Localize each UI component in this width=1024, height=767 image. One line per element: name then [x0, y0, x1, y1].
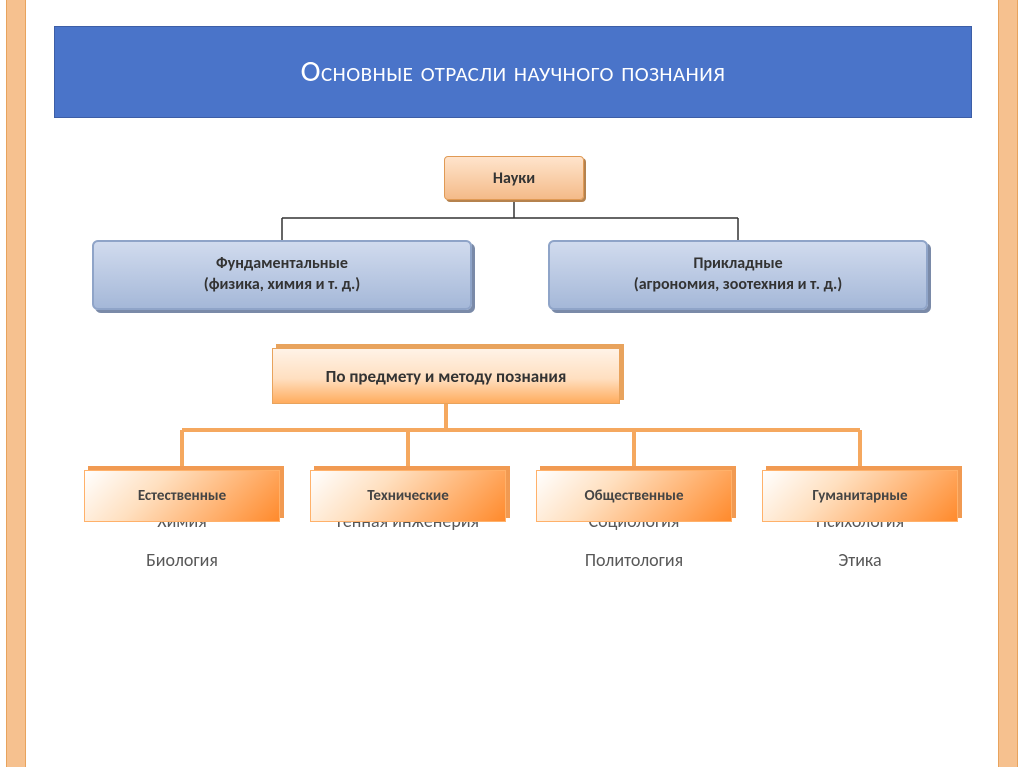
node-fundamental-label: Фундаментальные (физика, химия и т. д.): [204, 254, 361, 296]
node-category-4-label: Гуманитарные: [812, 487, 907, 505]
node-applied-label: Прикладные (агрономия, зоотехния и т. д.…: [634, 254, 842, 296]
decor-stripe-right: [998, 0, 1018, 767]
node-category-3: Общественные: [536, 470, 732, 522]
example-item: Политология: [534, 541, 734, 581]
slide-title-text: Основные отрасли научного познания: [301, 53, 726, 91]
node-category-2-label: Технические: [367, 487, 449, 505]
node-applied: Прикладные (агрономия, зоотехния и т. д.…: [548, 240, 928, 310]
slide-title: Основные отрасли научного познания: [54, 26, 972, 118]
node-root: Науки: [444, 156, 584, 200]
node-category-2: Технические: [310, 470, 506, 522]
node-by-subject: По предмету и методу познания: [272, 348, 620, 404]
node-category-4: Гуманитарные: [762, 470, 958, 522]
decor-stripe-left: [6, 0, 26, 767]
example-item: Этика: [760, 541, 960, 581]
node-category-1-label: Естественные: [138, 487, 226, 505]
node-category-3-label: Общественные: [584, 487, 683, 505]
node-root-label: Науки: [493, 169, 535, 188]
node-by-subject-label: По предмету и методу познания: [326, 366, 567, 387]
node-fundamental: Фундаментальные (физика, химия и т. д.): [92, 240, 472, 310]
example-item: Биология: [82, 541, 282, 581]
slide: Основные отрасли научного познания Науки…: [0, 0, 1024, 767]
node-category-1: Естественные: [84, 470, 280, 522]
